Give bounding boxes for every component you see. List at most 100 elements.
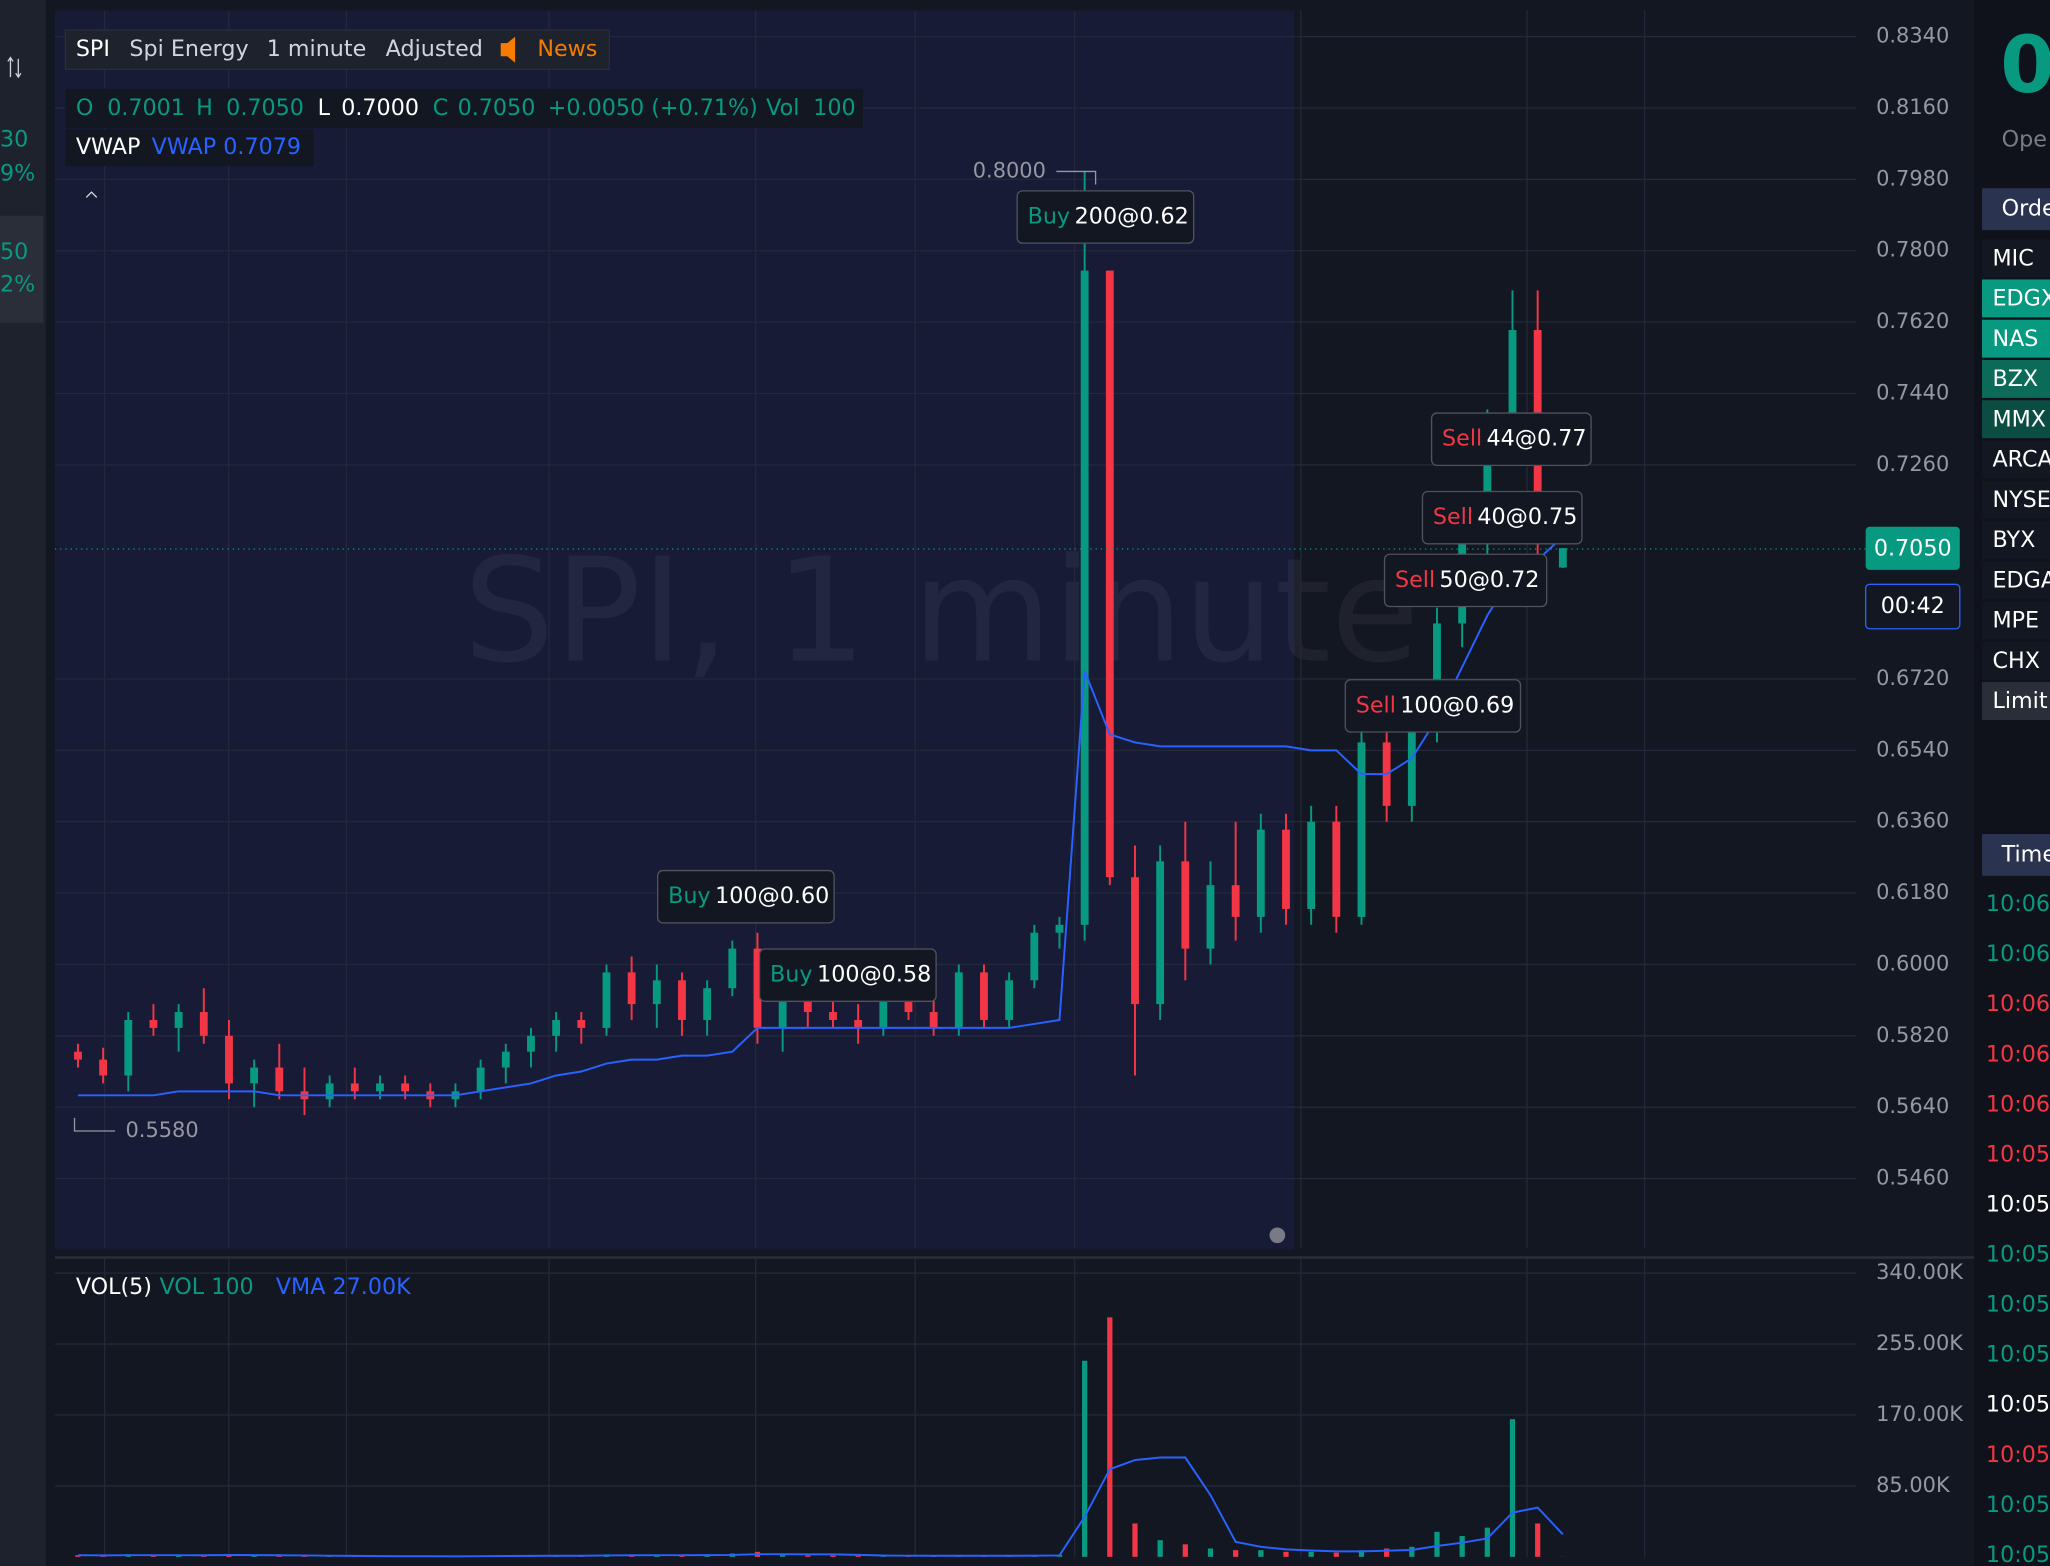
volume-bar <box>1258 1550 1264 1557</box>
order-header[interactable]: Orde <box>2002 196 2050 222</box>
volume-bar <box>780 1555 786 1557</box>
time: 10:05 <box>1986 1342 2050 1368</box>
volume-bar <box>1384 1548 1390 1557</box>
trade-box <box>656 869 835 924</box>
volume-bar <box>1082 1360 1088 1557</box>
candle-body <box>1256 829 1265 917</box>
venue[interactable]: MPE <box>1992 608 2039 634</box>
volume-bar <box>1308 1551 1314 1557</box>
time: 10:06 <box>1986 1091 2050 1117</box>
y-tick-label: 0.5820 <box>1876 1023 1949 1047</box>
y-tick-label: 0.7980 <box>1876 166 1949 190</box>
volume-bar <box>1157 1540 1163 1557</box>
h: 0.7050 <box>226 95 304 121</box>
price-badge: 0.7050 <box>1874 536 1952 562</box>
venue[interactable]: EDGX <box>1992 286 2050 312</box>
countdown-box <box>1865 583 1961 630</box>
trade-box <box>1430 412 1592 467</box>
venue-row <box>1982 641 2050 680</box>
left-value: 30 <box>0 126 28 152</box>
time: 10:05 <box>1986 1191 2050 1217</box>
candle-body <box>1282 829 1290 909</box>
l: 0.7000 <box>341 95 419 121</box>
venue-row <box>1982 561 2050 600</box>
venue[interactable]: BYX <box>1992 527 2035 553</box>
venue[interactable]: CHX <box>1992 648 2039 674</box>
candle-body <box>1332 821 1341 917</box>
time-header: Time <box>2001 841 2050 867</box>
volume-bar <box>1233 1550 1239 1557</box>
sort-icon[interactable] <box>7 56 22 79</box>
venue[interactable]: NYSE <box>1992 487 2050 513</box>
candle-body <box>325 1083 334 1100</box>
volume-bar <box>679 1555 685 1557</box>
venue-row <box>1982 400 2050 439</box>
candle-body <box>1030 932 1039 981</box>
adjustment[interactable]: Adjusted <box>386 36 483 62</box>
y-tick-label: 0.7260 <box>1876 452 1949 476</box>
settings-icon[interactable] <box>1269 1227 1286 1244</box>
time: 10:06 <box>1986 891 2050 917</box>
volume-bar <box>855 1555 861 1557</box>
y-tick-label: 0.7620 <box>1876 309 1949 333</box>
left-selected <box>0 215 44 323</box>
news[interactable]: News <box>537 36 597 62</box>
symbol[interactable]: SPI <box>76 36 110 62</box>
volume-bar <box>1434 1531 1440 1557</box>
trade-box <box>1421 490 1583 545</box>
candle-body <box>124 1019 133 1076</box>
candle-body <box>1131 877 1139 1005</box>
high-marker-label: 0.8000 <box>973 158 1046 182</box>
candle-body <box>980 972 988 1020</box>
legend: O 0.7001 H 0.7050 L 0.7000 C 0.7050 +0.0… <box>65 88 863 1300</box>
countdown: 00:42 <box>1881 593 1945 619</box>
trade-box <box>1344 679 1522 733</box>
candle-body <box>803 996 812 1013</box>
venue[interactable]: Limit <box>1992 688 2047 714</box>
interval[interactable]: 1 minute <box>267 36 367 62</box>
trade-side: Sell <box>1433 504 1473 530</box>
venue-row <box>1982 319 2050 358</box>
collapse-icon[interactable] <box>85 191 98 198</box>
candle-body <box>753 948 762 1028</box>
volume-bar <box>1409 1546 1415 1557</box>
candle-body <box>879 980 888 1028</box>
candle-body <box>854 1019 863 1028</box>
candle-body <box>401 1083 410 1092</box>
candle-body <box>1080 270 1089 925</box>
trade-text: 200@0.62 <box>1075 203 1189 229</box>
change: +0.0050 (+0.71%) <box>548 95 758 121</box>
y-tick-label: 0.6360 <box>1876 809 1949 833</box>
trade-box <box>1383 553 1548 608</box>
volume-bar <box>1283 1551 1289 1557</box>
volume-bar <box>301 1556 308 1557</box>
candle-body <box>1433 623 1441 727</box>
venue[interactable]: BZX <box>1992 366 2038 392</box>
trade-side: Buy <box>770 962 812 988</box>
trade-box <box>1016 190 1195 244</box>
venue-row <box>1982 239 2050 278</box>
venue[interactable]: NAS <box>1992 326 2038 352</box>
venue[interactable]: MMX <box>1992 406 2046 432</box>
candle-body <box>1105 270 1114 878</box>
volume-bar <box>1182 1544 1188 1557</box>
y-tick-label: 0.8160 <box>1876 95 1949 119</box>
vol-value: VOL 100 <box>160 1274 254 1300</box>
vwap-box <box>65 129 314 167</box>
vma-value: VMA 27.00K <box>276 1274 412 1300</box>
venue[interactable]: MIC <box>1992 245 2033 271</box>
candle-body <box>99 1059 108 1076</box>
l-label: L <box>318 95 331 121</box>
venue[interactable]: ARCA <box>1992 447 2050 473</box>
candle-body <box>1558 548 1567 568</box>
o: 0.7001 <box>107 95 185 121</box>
volume-bar <box>1459 1535 1465 1557</box>
venue[interactable]: EDGA <box>1992 567 2050 593</box>
trade-text: 100@0.60 <box>715 883 829 909</box>
left-value: 50 <box>0 239 28 265</box>
time: 10:05 <box>1986 1392 2050 1418</box>
candle-body <box>602 972 611 1028</box>
candle-body <box>652 980 661 1005</box>
